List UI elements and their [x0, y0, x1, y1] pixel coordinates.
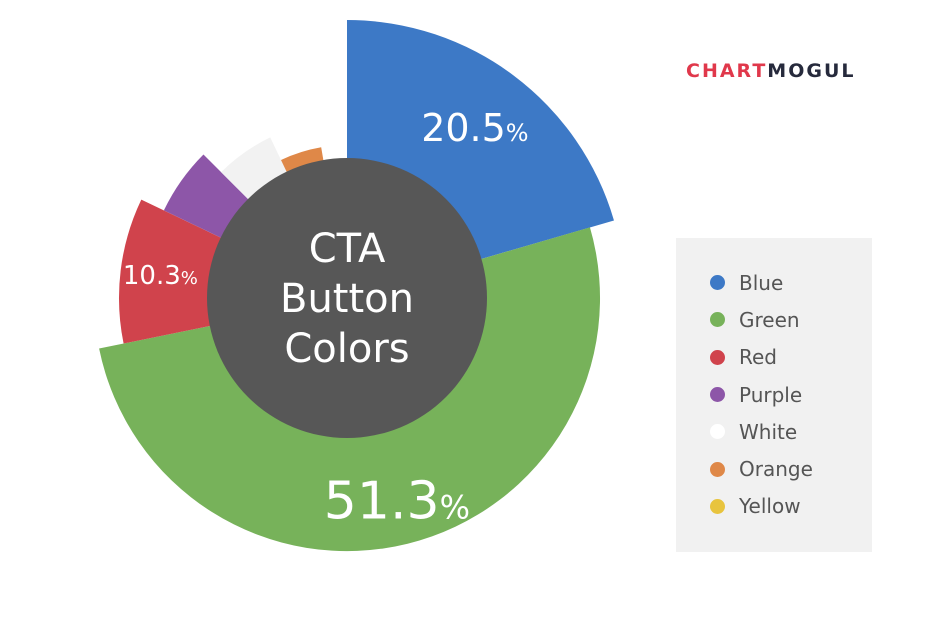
center-title-line-3: Colors — [284, 326, 409, 372]
legend-label-yellow: Yellow — [739, 494, 801, 519]
legend-item-blue: Blue — [710, 264, 872, 301]
chartmogul-logo: CHARTMOGUL — [686, 60, 856, 82]
data-label-green: 51.3% — [324, 472, 470, 532]
logo-text-chart: CHART — [686, 60, 768, 82]
legend-swatch-red — [710, 349, 725, 365]
legend-swatch-blue — [710, 275, 725, 291]
legend-item-red: Red — [710, 339, 872, 376]
center-title-line-1: CTA — [309, 226, 386, 272]
legend-item-purple: Purple — [710, 376, 872, 413]
logo-text-mogul: MOGUL — [767, 60, 856, 82]
data-label-red: 10.3% — [123, 261, 198, 291]
legend-label-purple: Purple — [739, 382, 803, 407]
data-label-blue: 20.5% — [421, 106, 528, 150]
legend-swatch-green — [710, 312, 725, 328]
legend-label-green: Green — [739, 307, 800, 332]
legend-swatch-orange — [710, 461, 725, 477]
legend-swatch-yellow — [710, 498, 725, 514]
center-title-line-2: Button — [280, 276, 414, 322]
legend-swatch-purple — [710, 387, 725, 403]
legend-item-orange: Orange — [710, 450, 872, 487]
legend-label-orange: Orange — [739, 457, 813, 482]
legend-label-red: Red — [739, 345, 777, 370]
center-circle — [207, 158, 487, 438]
legend-list: Blue Green Red Purple White Orange Yellow — [676, 238, 872, 525]
legend-item-yellow: Yellow — [710, 488, 872, 525]
legend-swatch-white — [710, 424, 725, 440]
chart-legend: Blue Green Red Purple White Orange Yellow — [676, 238, 872, 552]
legend-label-white: White — [739, 419, 798, 444]
legend-label-blue: Blue — [739, 270, 784, 295]
legend-item-green: Green — [710, 301, 872, 338]
legend-item-white: White — [710, 413, 872, 450]
